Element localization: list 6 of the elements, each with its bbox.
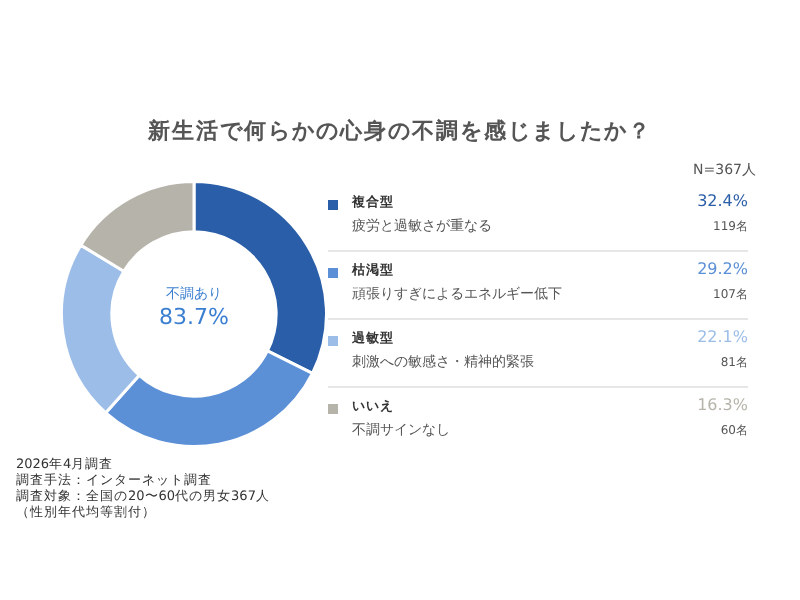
data-label: 29.2% (697, 260, 748, 278)
data-label: 22.1% (697, 328, 748, 346)
chart-title: 新生活で何らかの心身の不調を感じましたか？ (146, 116, 654, 146)
text: 83.7% (157, 304, 231, 330)
data-label: 32.4% (697, 192, 748, 210)
data-label: 16.3% (697, 396, 748, 414)
